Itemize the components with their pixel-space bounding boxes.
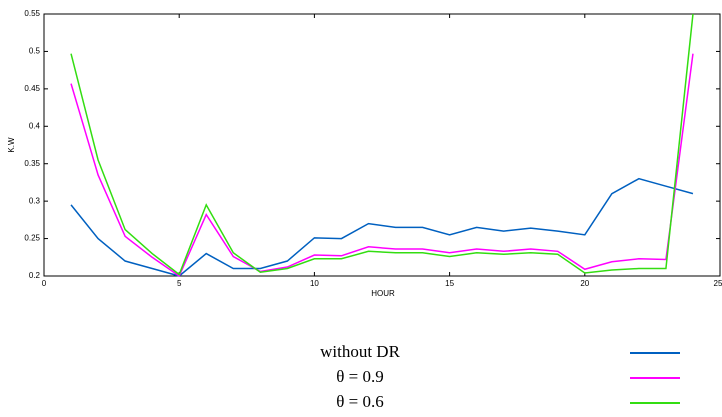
y-tick-label: 0.2 bbox=[29, 271, 41, 280]
legend-label: θ = 0.6 bbox=[336, 392, 383, 411]
legend-label: without DR bbox=[320, 342, 400, 361]
x-tick-label: 25 bbox=[714, 279, 722, 288]
y-tick-label: 0.5 bbox=[29, 47, 41, 56]
x-tick-label: 15 bbox=[445, 279, 454, 288]
data-line bbox=[70, 13, 694, 276]
y-tick-label: 0.45 bbox=[24, 84, 40, 93]
y-tick-label: 0.3 bbox=[29, 196, 41, 205]
legend-label: θ = 0.9 bbox=[336, 367, 383, 386]
y-tick-label: 0.25 bbox=[24, 234, 40, 243]
x-tick-label: 20 bbox=[580, 279, 589, 288]
y-tick-label: 0.35 bbox=[24, 159, 40, 168]
plot-frame bbox=[43, 13, 721, 277]
y-tick-label: 0.55 bbox=[24, 9, 40, 18]
data-line bbox=[70, 177, 694, 277]
x-tick-label: 5 bbox=[177, 279, 182, 288]
x-tick-label: 10 bbox=[310, 279, 319, 288]
y-axis-label: K.W bbox=[7, 137, 16, 153]
x-axis-label: HOUR bbox=[371, 289, 395, 298]
data-line bbox=[70, 53, 694, 278]
y-tick-label: 0.4 bbox=[29, 121, 41, 130]
x-tick-label: 0 bbox=[42, 279, 47, 288]
